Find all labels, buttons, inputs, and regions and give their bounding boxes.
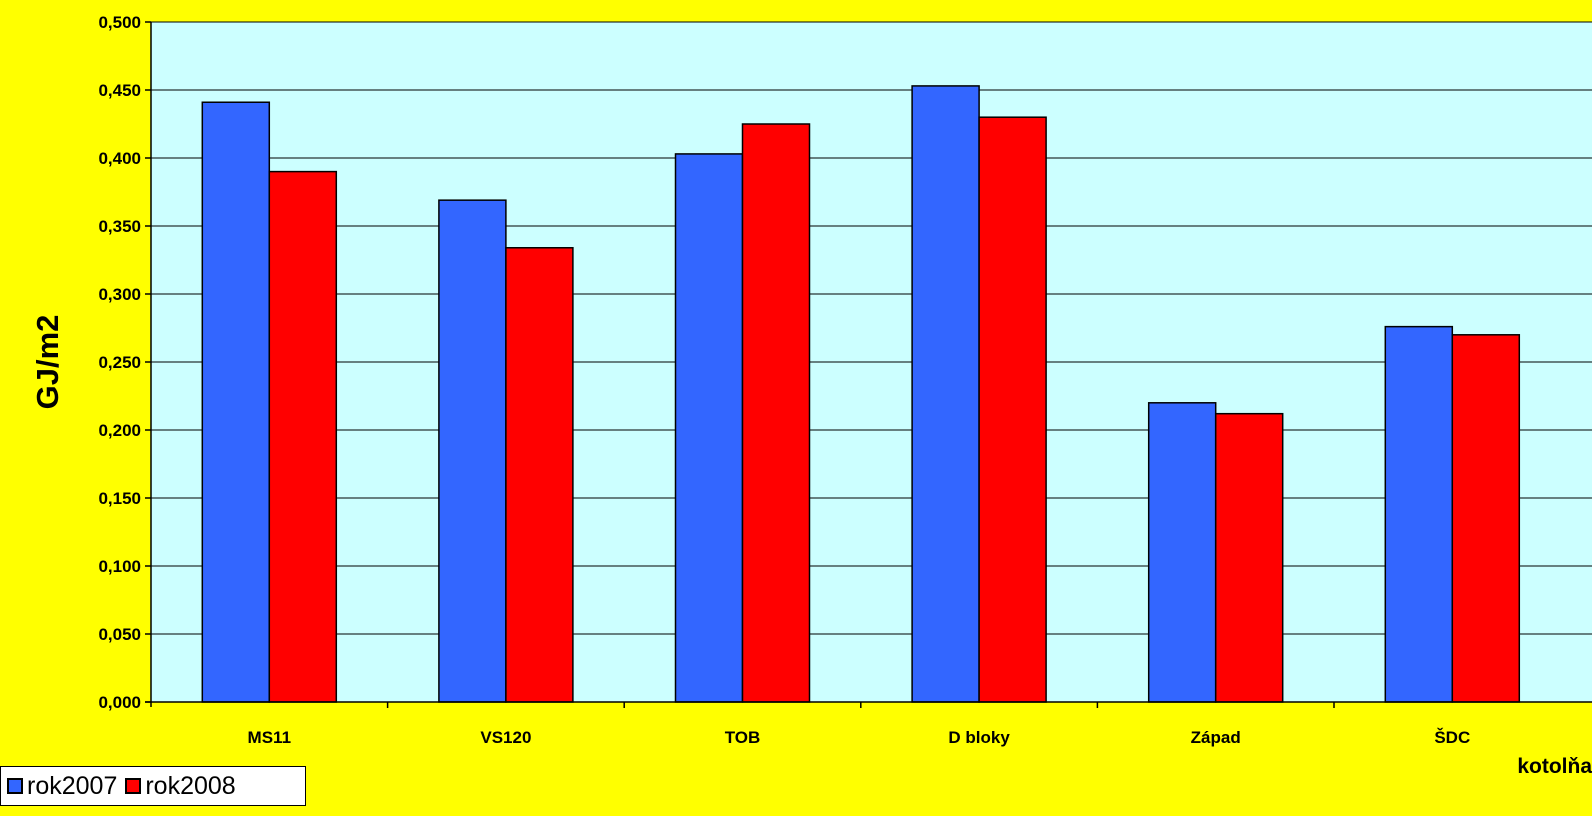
y-tick-label: 0,100 — [98, 557, 141, 576]
y-tick-label: 0,150 — [98, 489, 141, 508]
y-tick-label: 0,500 — [98, 13, 141, 32]
y-tick-label: 0,350 — [98, 217, 141, 236]
bar-rok2008-1 — [505, 247, 574, 703]
bar-rok2007-4 — [1147, 402, 1217, 703]
y-tick-label: 0,250 — [98, 353, 141, 372]
y-axis-title: GJ/m2 — [30, 315, 65, 410]
legend-item-rok2008: rok2008 — [125, 771, 236, 801]
legend-item-rok2007: rok2007 — [7, 772, 117, 801]
bar-rok2008-5 — [1451, 334, 1521, 703]
bar-rok2007-1 — [438, 199, 507, 703]
x-tick-label: D bloky — [948, 728, 1010, 747]
bars — [201, 85, 1521, 703]
bar-rok2007-3 — [911, 85, 980, 703]
x-axis-title: kotolňa — [1517, 755, 1592, 778]
x-tick-label: Západ — [1191, 728, 1241, 747]
legend-swatch-red — [125, 778, 142, 794]
bar-rok2008-2 — [741, 123, 811, 703]
legend-label-rok2007: rok2007 — [27, 771, 118, 800]
x-tick-label: MS11 — [248, 728, 291, 747]
y-tick-label: 0,200 — [98, 421, 141, 440]
gridlines — [151, 21, 1592, 635]
legend-swatch-blue — [7, 778, 23, 794]
legend: rok2007 rok2008 — [0, 766, 306, 806]
y-tick-label: 0,300 — [98, 285, 141, 304]
bar-rok2008-3 — [978, 116, 1047, 703]
bar-rok2007-2 — [674, 153, 744, 703]
y-tick-label: 0,050 — [98, 625, 141, 644]
x-tick-label: VS120 — [480, 728, 531, 747]
x-axis-ticks: MS11 VS120 TOB D bloky Západ ŠDC — [248, 702, 1470, 747]
y-tick-label: 0,450 — [98, 81, 141, 100]
legend-label-rok2008: rok2008 — [145, 771, 236, 800]
y-tick-label: 0,000 — [98, 693, 141, 712]
bar-rok2008-4 — [1214, 412, 1284, 703]
x-tick-label: ŠDC — [1434, 728, 1470, 747]
x-tick-label: TOB — [725, 728, 761, 747]
bar-rok2007-0 — [201, 101, 271, 703]
bar-rok2007-5 — [1384, 325, 1454, 703]
bar-rok2008-0 — [268, 170, 338, 703]
y-tick-label: 0,400 — [98, 149, 141, 168]
y-axis-ticks: 0,000 0,050 0,100 0,150 0,200 0,250 0,300 0,350… — [98, 13, 151, 712]
